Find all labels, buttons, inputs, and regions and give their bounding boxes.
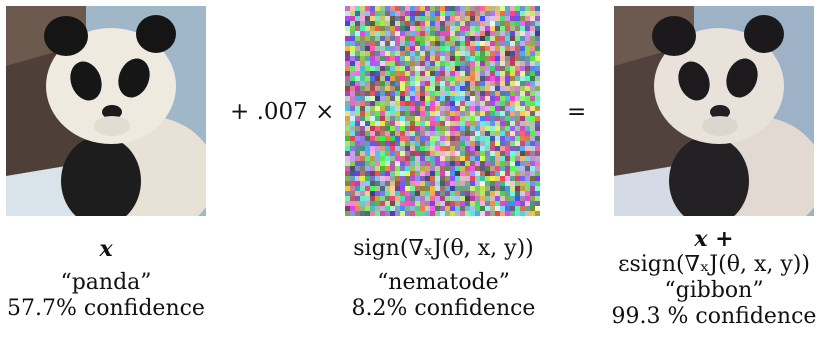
caption-adversarial: x + εsign(∇ₓJ(θ, x, y)) “gibbon” 99.3 % … [594,226,818,330]
caption-original: x “panda” 57.7% confidence [6,236,206,322]
class-label: “panda” [60,270,152,295]
math-gradient-sign: sign(∇ₓJ(θ, x, y)) [353,236,534,261]
class-label: “nematode” [377,270,510,295]
class-label: “gibbon” [664,278,764,303]
math-epsilon-sign: εsign(∇ₓJ(θ, x, y)) [618,252,810,277]
confidence-text: 8.2% confidence [351,296,536,321]
confidence-text: 57.7% confidence [7,296,205,321]
equals-operator: = [567,99,587,125]
confidence-text: 99.3 % confidence [611,304,817,329]
math-x-plus: x + [694,226,734,252]
adversarial-panda-image [614,6,814,216]
math-x: x [99,236,113,262]
caption-perturbation: sign(∇ₓJ(θ, x, y)) “nematode” 8.2% confi… [296,236,591,322]
multiply-operator: + .007 × [230,99,335,125]
panda-image [6,6,206,216]
perturbation-noise-image [345,6,540,216]
